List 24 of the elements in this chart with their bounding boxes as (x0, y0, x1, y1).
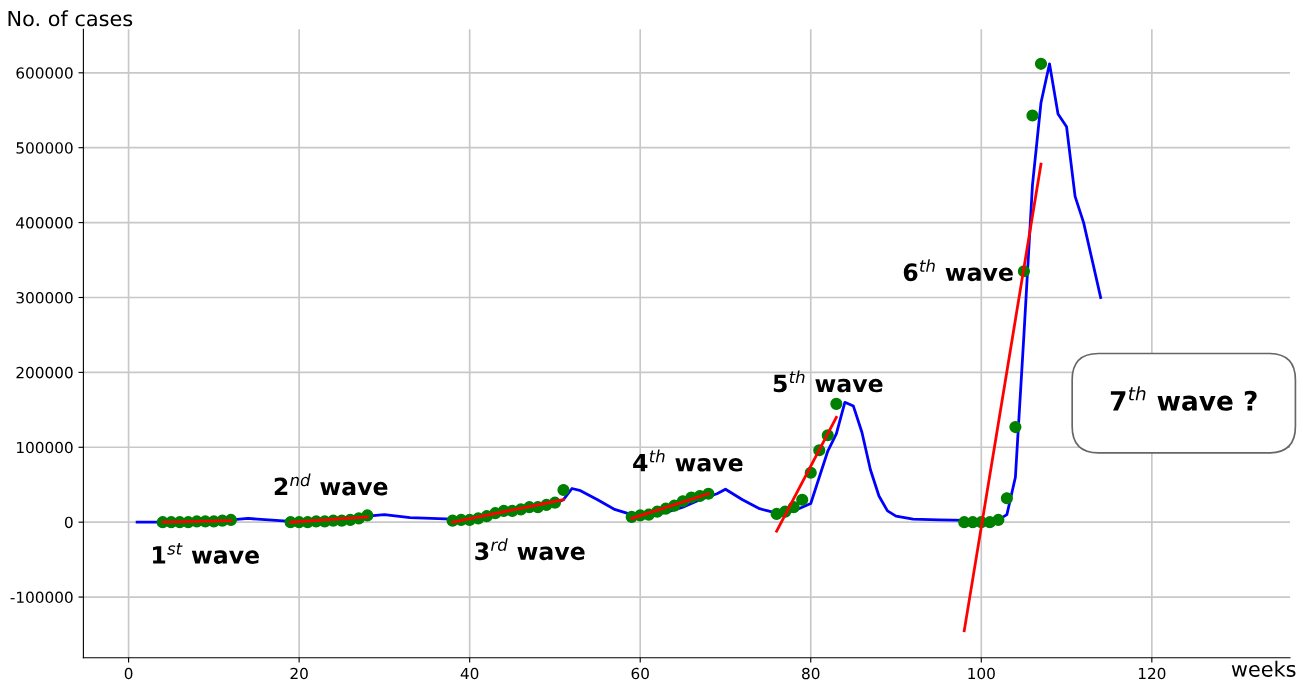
x-tick-label: 0 (124, 667, 133, 680)
x-tick-label: 60 (631, 667, 649, 680)
y-tick-label: 500000 (16, 142, 73, 154)
x-tick-label: 40 (460, 667, 479, 680)
x-axis-title: weeks (1231, 660, 1296, 677)
y-tick-label: 400000 (16, 217, 73, 229)
annotation: 2$^{nd}$ wave (274, 473, 388, 496)
annotation: 1$^{st}$ wave (153, 542, 259, 564)
x-tick-label: 100 (968, 667, 995, 680)
y-axis-title: No. of cases (8, 10, 133, 27)
y-tick-label: 0 (64, 516, 73, 529)
annotation: 3$^{rd}$ wave (475, 538, 585, 561)
x-tick-label: 80 (802, 667, 820, 680)
y-tick-label: 600000 (16, 67, 73, 79)
annotation: 7$^{th}$ wave ? (1110, 386, 1257, 411)
y-tick-label: 100000 (17, 441, 73, 454)
y-tick-label: 300000 (16, 291, 73, 304)
annotation: 4$^{th}$ wave (633, 449, 743, 472)
x-tick-label: 120 (1138, 667, 1166, 680)
x-tick-label: 20 (290, 667, 308, 680)
y-tick-label: 200000 (16, 366, 73, 379)
annotation: 6$^{th}$ wave (903, 259, 1013, 282)
y-tick-label: -100000 (10, 591, 73, 604)
annotation: 5$^{th}$ wave (773, 370, 883, 393)
